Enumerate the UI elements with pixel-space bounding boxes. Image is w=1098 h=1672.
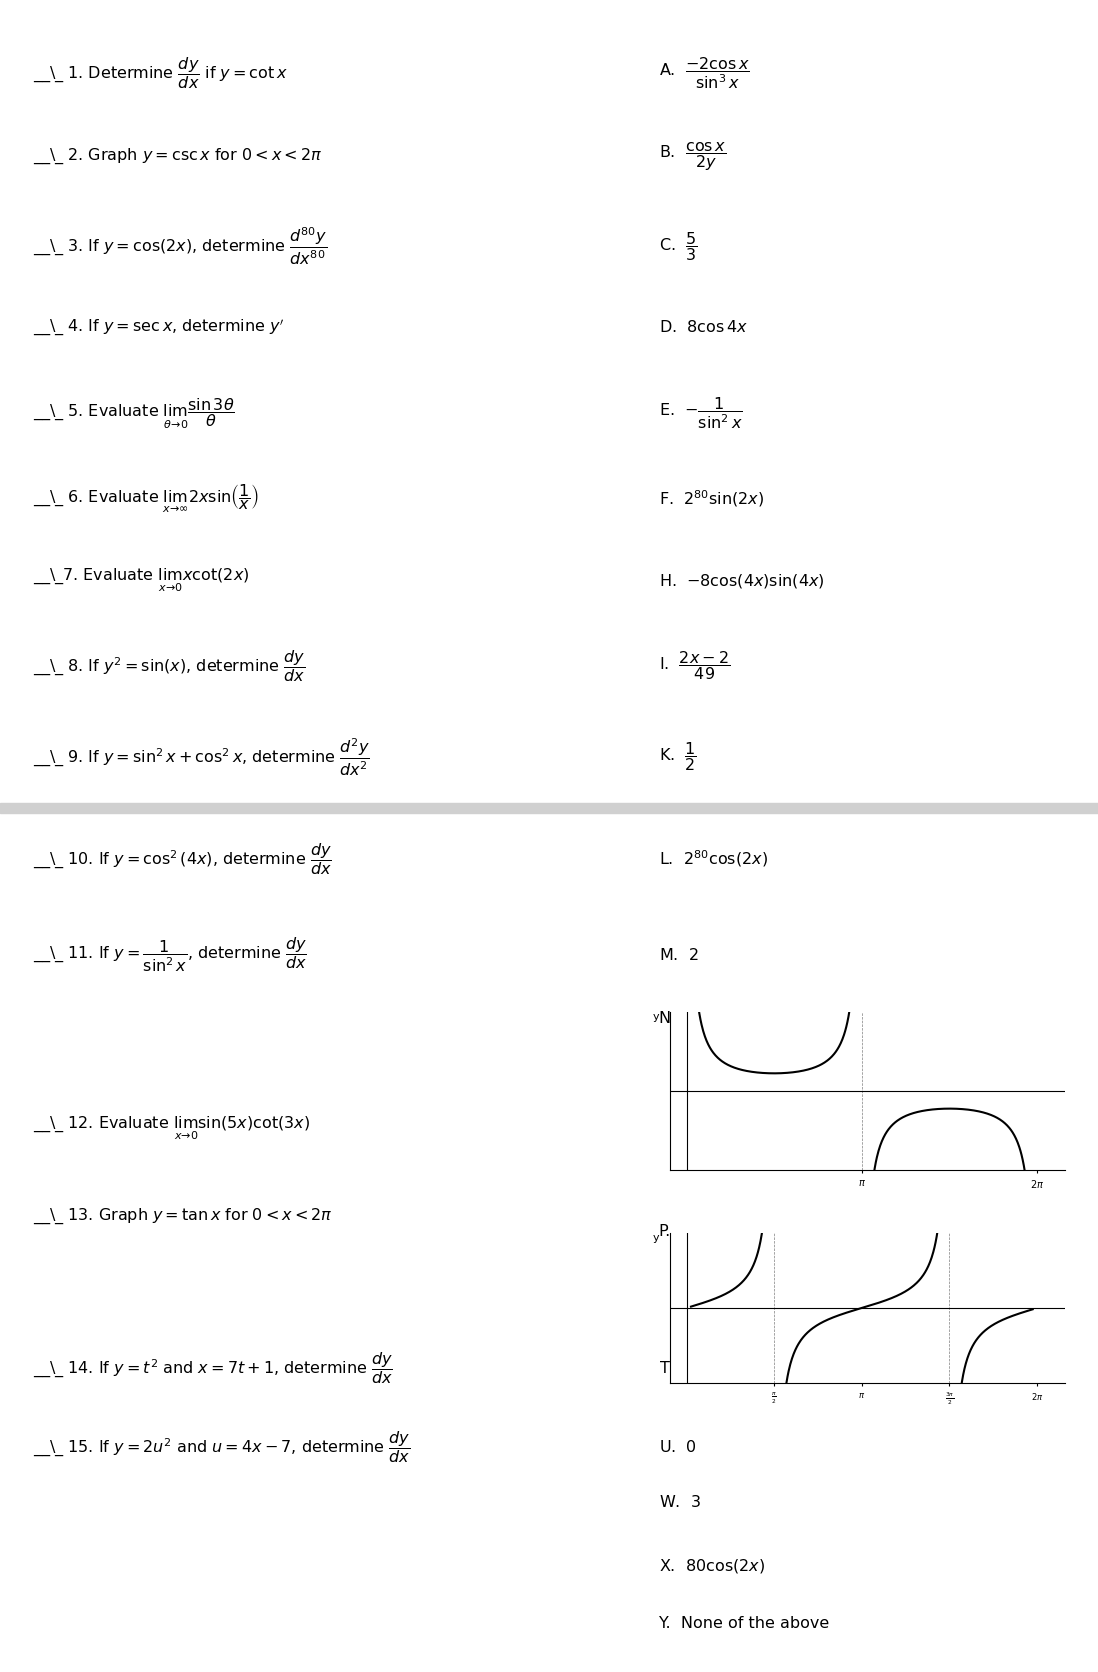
Text: T.  $\tan(x)\sec(x)$: T. $\tan(x)\sec(x)$ [659, 1359, 782, 1378]
Text: __\_ 15. If $y = 2u^2$ and $u = 4x-7$, determine $\dfrac{dy}{dx}$: __\_ 15. If $y = 2u^2$ and $u = 4x-7$, d… [33, 1430, 411, 1465]
Text: P.: P. [659, 1224, 671, 1239]
Text: __\_ 4. If $y = \sec x$, determine $y'$: __\_ 4. If $y = \sec x$, determine $y'$ [33, 316, 284, 338]
Text: L.  $2^{80}\cos(2x)$: L. $2^{80}\cos(2x)$ [659, 848, 768, 869]
Text: __\_ 5. Evaluate $\lim_{\theta \to 0} \dfrac{\sin 3\theta}{\theta}$: __\_ 5. Evaluate $\lim_{\theta \to 0} \d… [33, 396, 235, 431]
Text: C.  $\dfrac{5}{3}$: C. $\dfrac{5}{3}$ [659, 229, 697, 263]
Text: __\_ 12. Evaluate $\lim_{x \to 0} \sin(5x)\cot(3x)$: __\_ 12. Evaluate $\lim_{x \to 0} \sin(5… [33, 1114, 311, 1142]
Text: B.  $\dfrac{\cos x}{2y}$: B. $\dfrac{\cos x}{2y}$ [659, 140, 726, 174]
Text: Y.  None of the above: Y. None of the above [659, 1615, 829, 1630]
Text: A.  $\dfrac{-2\cos x}{\sin^3 x}$: A. $\dfrac{-2\cos x}{\sin^3 x}$ [659, 55, 750, 90]
Text: __\_ 14. If $y = t^2$ and $x = 7t+1$, determine $\dfrac{dy}{dx}$: __\_ 14. If $y = t^2$ and $x = 7t+1$, de… [33, 1349, 393, 1386]
Text: __\_ 10. If $y = \cos^2(4x)$, determine $\dfrac{dy}{dx}$: __\_ 10. If $y = \cos^2(4x)$, determine … [33, 841, 332, 876]
Text: __\_ 11. If $y = \dfrac{1}{\sin^2 x}$, determine $\dfrac{dy}{dx}$: __\_ 11. If $y = \dfrac{1}{\sin^2 x}$, d… [33, 935, 307, 973]
Text: X.  $80\cos(2x)$: X. $80\cos(2x)$ [659, 1557, 765, 1575]
Text: N.: N. [659, 1012, 676, 1027]
Text: y: y [653, 1232, 660, 1242]
Text: __\_ 2. Graph $y = \csc x$ for $0 < x < 2\pi$: __\_ 2. Graph $y = \csc x$ for $0 < x < … [33, 147, 323, 166]
Bar [0, 803, 1098, 813]
Text: __\_ 13. Graph $y = \tan x$ for $0 < x < 2\pi$: __\_ 13. Graph $y = \tan x$ for $0 < x <… [33, 1206, 333, 1226]
Text: y: y [653, 1012, 660, 1022]
Text: __\_ 1. Determine $\dfrac{dy}{dx}$ if $y = \cot x$: __\_ 1. Determine $\dfrac{dy}{dx}$ if $y… [33, 55, 288, 90]
Text: K.  $\dfrac{1}{2}$: K. $\dfrac{1}{2}$ [659, 741, 697, 774]
Text: F.  $2^{80}\sin(2x)$: F. $2^{80}\sin(2x)$ [659, 488, 764, 508]
Text: E.  $-\dfrac{1}{\sin^2 x}$: E. $-\dfrac{1}{\sin^2 x}$ [659, 396, 742, 431]
Text: W.  $3$: W. $3$ [659, 1493, 701, 1510]
Text: __\_7. Evaluate $\lim_{x \to 0} x\cot(2x)$: __\_7. Evaluate $\lim_{x \to 0} x\cot(2x… [33, 567, 249, 594]
Text: __\_ 8. If $y^2 = \sin(x)$, determine $\dfrac{dy}{dx}$: __\_ 8. If $y^2 = \sin(x)$, determine $\… [33, 647, 305, 684]
Text: D.  $8\cos 4x$: D. $8\cos 4x$ [659, 319, 748, 334]
Text: __\_ 6. Evaluate $\lim_{x \to \infty} 2x\sin\!\left(\dfrac{1}{x}\right)$: __\_ 6. Evaluate $\lim_{x \to \infty} 2x… [33, 483, 259, 515]
Text: M.  $2$: M. $2$ [659, 946, 698, 963]
Text: __\_ 3. If $y = \cos(2x)$, determine $\dfrac{d^{80}y}{dx^{80}}$: __\_ 3. If $y = \cos(2x)$, determine $\d… [33, 226, 327, 268]
Text: U.  $0$: U. $0$ [659, 1440, 697, 1455]
Text: I.  $\dfrac{2x-2}{49}$: I. $\dfrac{2x-2}{49}$ [659, 649, 730, 682]
Text: __\_ 9. If $y = \sin^2 x + \cos^2 x$, determine $\dfrac{d^2y}{dx^2}$: __\_ 9. If $y = \sin^2 x + \cos^2 x$, de… [33, 736, 370, 777]
Text: H.  $-8\cos(4x)\sin(4x)$: H. $-8\cos(4x)\sin(4x)$ [659, 572, 825, 590]
